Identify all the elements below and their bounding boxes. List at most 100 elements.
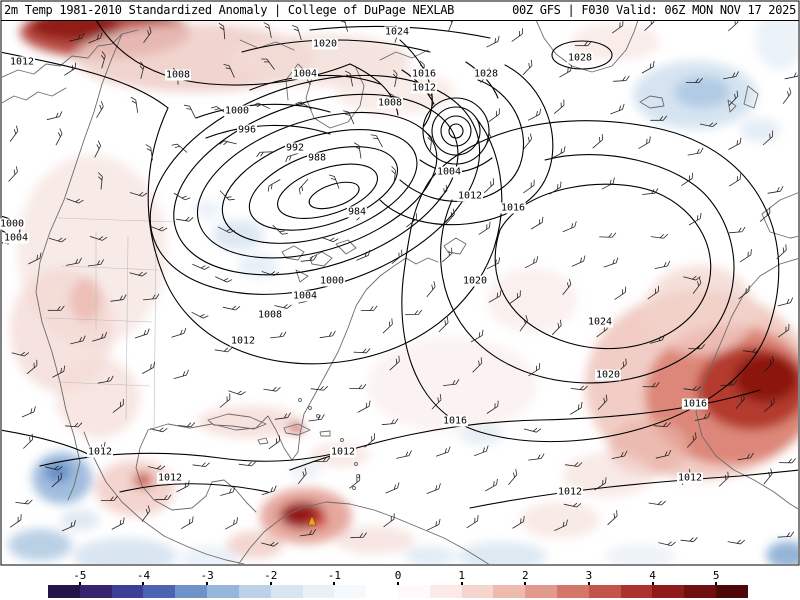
wind-barb-icon bbox=[94, 140, 102, 158]
wind-barb-icon bbox=[647, 285, 659, 300]
wind-barb-icon bbox=[134, 328, 150, 339]
wind-barb-icon bbox=[597, 394, 608, 410]
wind-barb-icon bbox=[687, 147, 704, 156]
wind-barb-icon bbox=[338, 21, 348, 32]
wind-barb-icon bbox=[220, 486, 236, 496]
wind-barb-icon bbox=[570, 401, 583, 415]
wind-barb-icon bbox=[299, 529, 317, 537]
wind-barb-icon bbox=[267, 179, 281, 192]
wind-barb-icon bbox=[610, 103, 625, 115]
wind-barb-icon bbox=[353, 142, 362, 159]
wind-barb-icon bbox=[295, 101, 312, 110]
wind-barb-icon bbox=[97, 375, 114, 384]
wind-barb-icon bbox=[285, 152, 301, 163]
wind-barb-icon bbox=[143, 26, 152, 44]
wind-barb-icon bbox=[777, 324, 790, 338]
model-run-info: 00Z GFS | F030 Valid: 06Z MON NOV 17 202… bbox=[512, 3, 796, 17]
wind-barb-icon bbox=[176, 480, 190, 493]
wind-barb-icon bbox=[486, 257, 501, 270]
wind-barb-icon bbox=[92, 331, 108, 342]
wind-barb-icon bbox=[718, 471, 729, 487]
wind-barb-icon bbox=[571, 255, 586, 267]
wind-barb-icon bbox=[509, 290, 521, 305]
wind-barb-icon bbox=[443, 379, 460, 386]
wind-barb-icon bbox=[112, 399, 124, 413]
wind-barb-icon bbox=[523, 427, 542, 433]
colorbar-segment bbox=[111, 585, 144, 598]
wind-barb-icon bbox=[176, 216, 194, 222]
wind-barb-icon bbox=[261, 541, 279, 547]
wind-barb-icon bbox=[143, 293, 160, 301]
anomaly-shading-layer bbox=[8, 21, 798, 564]
wind-barb-icon bbox=[554, 519, 568, 531]
wind-barb-icon bbox=[191, 311, 209, 319]
wind-barb-icon bbox=[562, 221, 577, 233]
wind-barb-icon bbox=[392, 69, 398, 87]
wind-barb-icon bbox=[687, 432, 697, 448]
colorbar-tick-label: 0 bbox=[394, 569, 402, 582]
wind-barb-icon bbox=[274, 304, 292, 309]
wind-barb-icon bbox=[728, 90, 739, 106]
wind-barb-icon bbox=[642, 382, 660, 388]
wind-barb-icon bbox=[611, 21, 624, 34]
colorbar-tick-label: 4 bbox=[649, 569, 656, 582]
wind-barb-icon bbox=[728, 173, 742, 187]
wind-barb-icon bbox=[694, 412, 711, 421]
wind-barb-icon bbox=[183, 104, 196, 119]
colorbar-segment bbox=[525, 585, 557, 598]
wind-barb-icon bbox=[394, 25, 400, 43]
wind-barb-icon bbox=[426, 281, 436, 298]
wind-barb-icon bbox=[100, 495, 118, 502]
wind-barb-icon bbox=[308, 414, 325, 422]
colorbar-segment bbox=[620, 585, 653, 598]
wind-barb-icon bbox=[130, 96, 139, 113]
wind-barb-icon bbox=[382, 318, 393, 334]
wind-barb-icon bbox=[778, 458, 796, 464]
wind-barb-icon bbox=[238, 461, 256, 467]
wind-barb-icon bbox=[654, 260, 671, 269]
wind-barb-icon bbox=[574, 40, 592, 47]
wind-barb-icon bbox=[11, 351, 30, 357]
wind-barb-icon bbox=[263, 22, 272, 38]
wind-barb-icon bbox=[63, 62, 77, 76]
colorbar-segment bbox=[652, 585, 685, 598]
wind-barb-icon bbox=[256, 151, 273, 158]
wind-barb-icon bbox=[349, 474, 361, 489]
wind-barb-icon bbox=[270, 331, 287, 339]
wind-barb-icon bbox=[219, 393, 231, 408]
wind-barb-icon bbox=[61, 520, 76, 532]
wind-barb-icon bbox=[9, 514, 22, 528]
wind-barb-icon bbox=[215, 276, 233, 283]
colorbar-segment bbox=[684, 585, 717, 598]
wind-barb-icon bbox=[89, 236, 108, 241]
wind-barb-icon bbox=[762, 130, 774, 146]
wind-barb-icon bbox=[527, 108, 542, 121]
wind-barb-icon bbox=[8, 166, 18, 182]
wind-barb-icon bbox=[26, 359, 38, 375]
wind-barb-icon bbox=[21, 406, 36, 418]
wind-barb-icon bbox=[486, 35, 500, 48]
wind-barb-icon bbox=[52, 365, 66, 378]
wind-barb-icon bbox=[683, 275, 701, 281]
wind-barb-icon bbox=[519, 315, 528, 332]
wind-barb-icon bbox=[594, 477, 607, 491]
wind-barb-icon bbox=[431, 394, 442, 410]
wind-barb-icon bbox=[426, 483, 441, 494]
wind-barb-icon bbox=[218, 22, 226, 40]
wind-barb-icon bbox=[370, 134, 383, 148]
colorbar-tick-label: 5 bbox=[712, 569, 720, 582]
wind-barb-icon bbox=[225, 517, 238, 530]
wind-barb-icon bbox=[177, 422, 196, 428]
colorbar-tick-label: -1 bbox=[327, 569, 341, 582]
colorbar-segment bbox=[175, 585, 208, 598]
wind-barb-icon bbox=[343, 110, 355, 125]
wind-barb-icon bbox=[389, 355, 400, 371]
wind-barb-icon bbox=[228, 390, 246, 396]
wind-barb-icon bbox=[405, 309, 423, 316]
colorbar-segment bbox=[366, 585, 398, 598]
wind-barb-icon bbox=[777, 297, 794, 307]
wind-barb-icon bbox=[349, 384, 367, 390]
wind-barb-icon bbox=[642, 188, 659, 195]
wind-barb-icon bbox=[383, 513, 395, 528]
wind-barb-icon bbox=[171, 327, 187, 338]
